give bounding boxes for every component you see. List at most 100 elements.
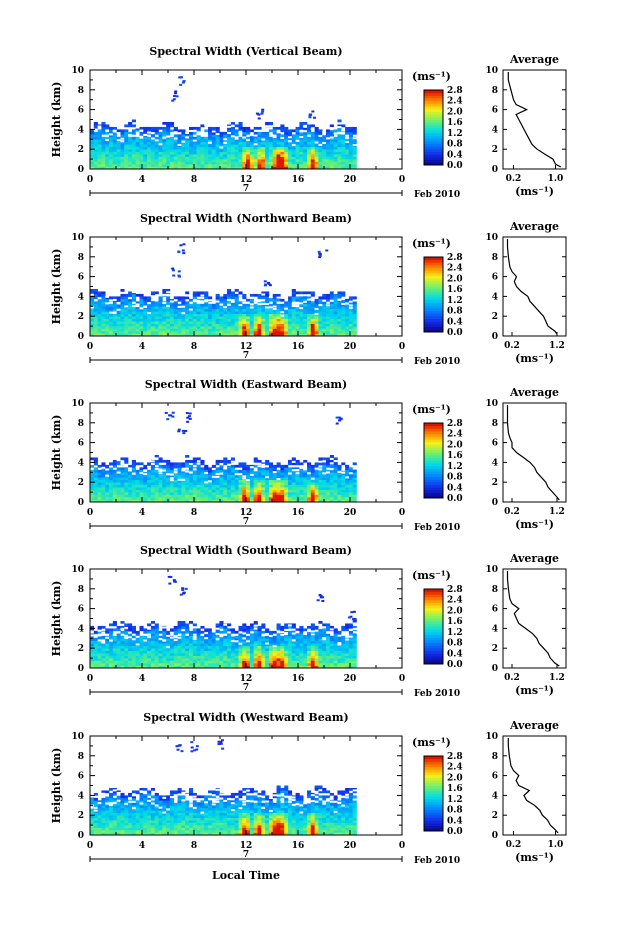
heatmap-cell bbox=[120, 159, 125, 162]
heatmap-cell bbox=[215, 484, 220, 488]
heatmap-cell bbox=[204, 313, 209, 317]
heatmap-cell bbox=[131, 166, 136, 170]
heatmap-cell bbox=[227, 487, 232, 490]
heatmap-cell bbox=[166, 650, 171, 654]
heatmap-cell bbox=[112, 326, 117, 329]
heatmap-cell bbox=[314, 474, 319, 478]
heatmap-cell bbox=[276, 462, 281, 466]
heatmap-cell bbox=[257, 151, 262, 155]
heatmap-cell bbox=[158, 648, 163, 651]
heatmap-cell bbox=[227, 464, 232, 468]
average-profile-line bbox=[507, 72, 562, 168]
heatmap-cell bbox=[257, 499, 262, 503]
heatmap-cell bbox=[265, 121, 270, 125]
heatmap-cell bbox=[124, 293, 129, 297]
heatmap-cell bbox=[291, 494, 296, 498]
colorbar-swatch bbox=[424, 297, 443, 301]
heatmap-cell bbox=[242, 156, 247, 160]
heatmap-cell bbox=[341, 484, 346, 488]
heatmap-cell bbox=[253, 494, 258, 498]
colorbar-tick-label: 0.4 bbox=[447, 317, 463, 327]
heatmap-cell bbox=[112, 146, 117, 150]
heatmap-cell bbox=[93, 318, 98, 322]
heatmap-cell bbox=[246, 630, 251, 634]
sparse-return bbox=[317, 250, 321, 253]
heatmap-cell bbox=[204, 655, 209, 659]
heatmap-cell bbox=[307, 464, 312, 468]
heatmap-cell bbox=[150, 479, 156, 483]
data-gap bbox=[135, 131, 140, 134]
heatmap-cell bbox=[208, 318, 213, 322]
heatmap-cell bbox=[97, 298, 102, 302]
heatmap-cell bbox=[272, 484, 277, 488]
heatmap-cell bbox=[230, 655, 235, 659]
heatmap-cell bbox=[310, 134, 315, 138]
heatmap-cell bbox=[287, 467, 293, 471]
heatmap-cell bbox=[90, 489, 95, 493]
heatmap-cell bbox=[158, 653, 163, 656]
data-gap bbox=[314, 467, 319, 470]
heatmap-cell bbox=[192, 126, 197, 130]
data-gap bbox=[101, 639, 106, 642]
data-gap bbox=[112, 311, 118, 314]
heatmap-cell bbox=[265, 303, 270, 307]
heatmap-cell bbox=[150, 650, 156, 654]
heatmap-cell bbox=[234, 141, 239, 145]
heatmap-cell bbox=[90, 645, 95, 649]
heatmap-cell bbox=[246, 643, 251, 647]
heatmap-cell bbox=[120, 311, 125, 315]
heatmap-cell bbox=[272, 321, 277, 324]
heatmap-cell bbox=[188, 474, 194, 478]
heatmap-cell bbox=[109, 161, 114, 165]
heatmap-cell bbox=[299, 161, 304, 165]
heatmap-cell bbox=[310, 321, 315, 324]
heatmap-cell bbox=[345, 482, 350, 485]
heatmap-cell bbox=[93, 308, 98, 312]
heatmap-cell bbox=[223, 660, 228, 664]
heatmap-cell bbox=[143, 149, 148, 152]
heatmap-cell bbox=[326, 146, 331, 150]
colorbar-swatch bbox=[424, 270, 443, 274]
heatmap-cell bbox=[261, 650, 266, 654]
heatmap-cell bbox=[90, 665, 95, 669]
heatmap-cell bbox=[345, 497, 350, 500]
heatmap-cell bbox=[246, 489, 251, 493]
heatmap-cell bbox=[158, 457, 163, 461]
heatmap-cell bbox=[185, 489, 190, 493]
heatmap-cell bbox=[219, 663, 224, 666]
heatmap-cell bbox=[219, 166, 224, 170]
heatmap-cell bbox=[150, 487, 156, 490]
heatmap-cell bbox=[124, 129, 129, 133]
heatmap-cell bbox=[128, 653, 133, 656]
heatmap-cell bbox=[196, 139, 201, 143]
heatmap-cell bbox=[215, 151, 220, 155]
sparse-return bbox=[187, 415, 191, 418]
heatmap-cell bbox=[291, 291, 296, 295]
heatmap-cell bbox=[200, 467, 205, 471]
heatmap-cell bbox=[268, 326, 274, 329]
heatmap-cell bbox=[150, 492, 156, 495]
heatmap-cell bbox=[265, 151, 270, 155]
heatmap-cell bbox=[272, 472, 277, 476]
heatmap-cell bbox=[219, 464, 224, 468]
heatmap-cell bbox=[249, 144, 255, 148]
heatmap-cell bbox=[101, 131, 106, 135]
heatmap-cell bbox=[166, 146, 171, 150]
heatmap-cell bbox=[90, 139, 95, 143]
heatmap-cell bbox=[158, 663, 163, 666]
heatmap-cell bbox=[280, 308, 285, 312]
heatmap-cell bbox=[204, 318, 209, 322]
heatmap-cell bbox=[150, 159, 156, 162]
heatmap-cell bbox=[150, 323, 156, 327]
heatmap-cell bbox=[242, 663, 247, 666]
data-gap bbox=[329, 457, 335, 460]
heatmap-cell bbox=[135, 313, 140, 317]
heatmap-cell bbox=[200, 318, 205, 322]
heatmap-cell bbox=[268, 477, 274, 481]
heatmap-cell bbox=[204, 484, 209, 488]
heatmap-cell bbox=[169, 141, 175, 145]
heatmap-cell bbox=[208, 640, 213, 644]
heatmap-cell bbox=[261, 134, 266, 138]
heatmap-cell bbox=[177, 630, 182, 634]
heatmap-cell bbox=[284, 467, 289, 471]
